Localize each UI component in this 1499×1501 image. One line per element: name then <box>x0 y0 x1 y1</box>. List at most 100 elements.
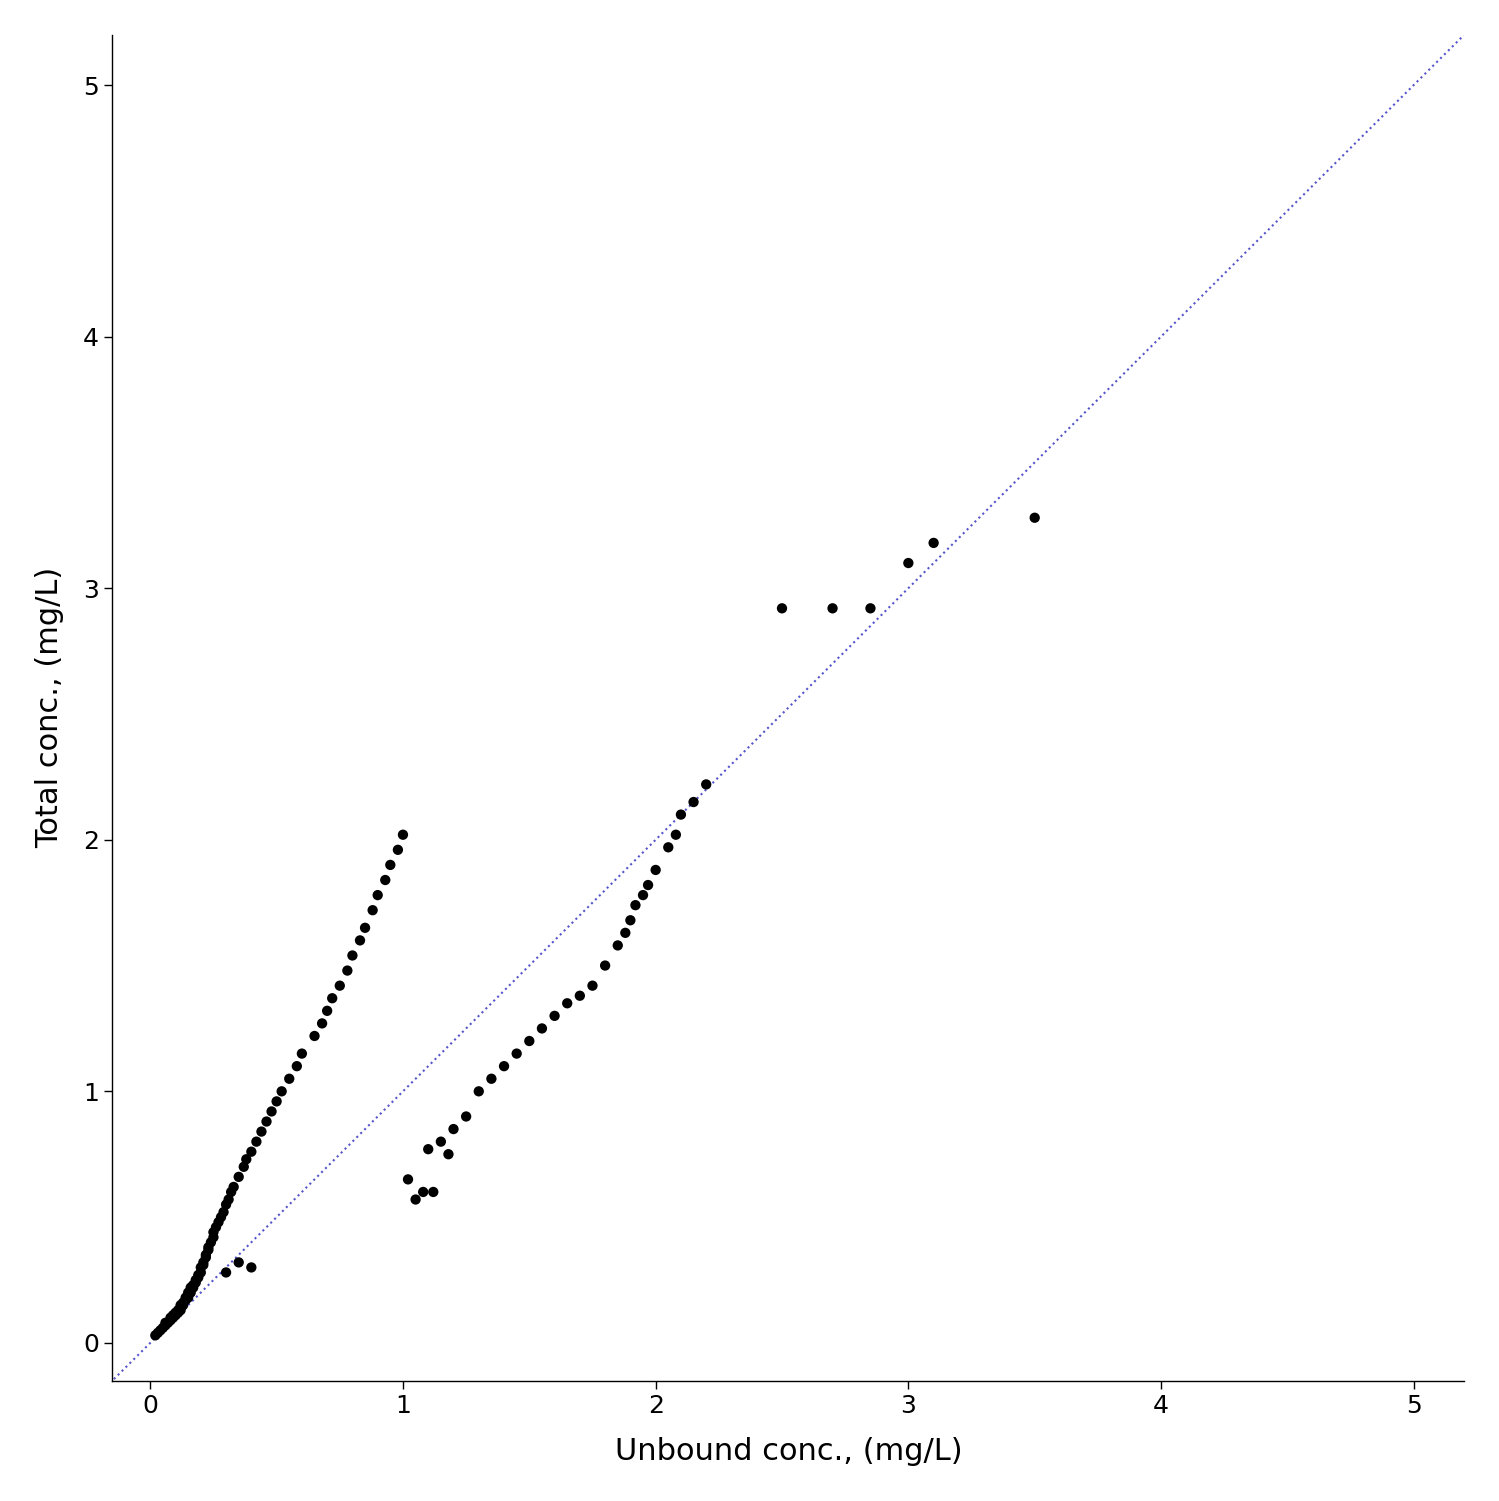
Point <box>189 1255 213 1279</box>
Point <box>303 1024 327 1048</box>
Point <box>214 1192 238 1216</box>
Point <box>163 1303 187 1327</box>
Point <box>196 1238 220 1262</box>
Point <box>568 983 592 1007</box>
Point <box>232 1154 256 1178</box>
Point <box>594 953 618 977</box>
Point <box>151 1316 175 1340</box>
Point <box>636 874 660 898</box>
Point <box>192 1250 216 1274</box>
Point <box>657 835 681 859</box>
Point <box>694 773 718 797</box>
Point <box>168 1295 192 1319</box>
Point <box>340 944 364 968</box>
Point <box>624 893 648 917</box>
Point <box>285 1054 309 1078</box>
Point <box>664 823 688 847</box>
Point <box>199 1231 223 1255</box>
Point <box>211 1201 235 1225</box>
Point <box>366 883 390 907</box>
Point <box>492 1054 516 1078</box>
Point <box>315 998 339 1022</box>
Point <box>417 1138 441 1162</box>
Point <box>643 859 667 883</box>
Point <box>631 883 655 907</box>
Point <box>217 1187 241 1211</box>
Point <box>270 1079 294 1103</box>
Point <box>177 1283 201 1307</box>
Point <box>619 908 643 932</box>
Point <box>166 1301 190 1325</box>
Point <box>348 929 372 953</box>
Point <box>442 1117 466 1141</box>
Point <box>189 1261 213 1285</box>
Point <box>171 1294 195 1318</box>
Point <box>153 1310 177 1334</box>
Point <box>201 1220 225 1244</box>
Point <box>177 1280 201 1304</box>
Point <box>156 1310 180 1334</box>
Point <box>219 1180 243 1204</box>
Point <box>166 1298 190 1322</box>
Point <box>265 1090 289 1114</box>
Point <box>396 1168 420 1192</box>
Point <box>240 1255 264 1279</box>
Point <box>186 1265 210 1289</box>
Point <box>196 1235 220 1259</box>
Point <box>480 1067 504 1091</box>
Point <box>606 934 630 958</box>
Point <box>163 1301 187 1325</box>
Point <box>289 1042 313 1066</box>
Point <box>859 596 883 620</box>
Point <box>168 1294 192 1318</box>
Point <box>517 1030 541 1054</box>
Point <box>181 1273 205 1297</box>
Point <box>505 1042 529 1066</box>
Point <box>310 1012 334 1036</box>
Point <box>531 1016 555 1040</box>
Point <box>277 1067 301 1091</box>
Point <box>336 959 360 983</box>
Point <box>160 1306 184 1330</box>
Point <box>184 1270 208 1294</box>
Point <box>411 1180 435 1204</box>
Point <box>378 853 402 877</box>
Y-axis label: Total conc., (mg/L): Total conc., (mg/L) <box>34 567 64 848</box>
Point <box>186 1262 210 1286</box>
Point <box>226 1250 250 1274</box>
Point <box>222 1175 246 1199</box>
Point <box>174 1288 198 1312</box>
Point <box>177 1286 201 1310</box>
Point <box>234 1147 258 1171</box>
Point <box>328 974 352 998</box>
Point <box>184 1268 208 1292</box>
Point <box>613 920 637 944</box>
Point <box>174 1286 198 1310</box>
Point <box>193 1246 217 1270</box>
Point <box>385 838 409 862</box>
Point <box>249 1120 273 1144</box>
Point <box>770 596 794 620</box>
Point <box>373 868 397 892</box>
Point <box>148 1318 172 1342</box>
Point <box>466 1079 490 1103</box>
Point <box>208 1205 232 1229</box>
Point <box>421 1180 445 1204</box>
Point <box>159 1306 183 1330</box>
Point <box>145 1321 169 1345</box>
Point <box>178 1280 202 1304</box>
Point <box>201 1225 225 1249</box>
Point <box>555 991 579 1015</box>
Point <box>181 1276 205 1300</box>
Point <box>207 1210 231 1234</box>
Point <box>1022 506 1046 530</box>
Point <box>391 823 415 847</box>
Point <box>820 596 844 620</box>
Point <box>192 1253 216 1277</box>
Point <box>682 790 706 814</box>
Point <box>204 1216 228 1240</box>
Point <box>403 1187 427 1211</box>
Point <box>361 898 385 922</box>
Point <box>144 1324 168 1348</box>
Point <box>896 551 920 575</box>
